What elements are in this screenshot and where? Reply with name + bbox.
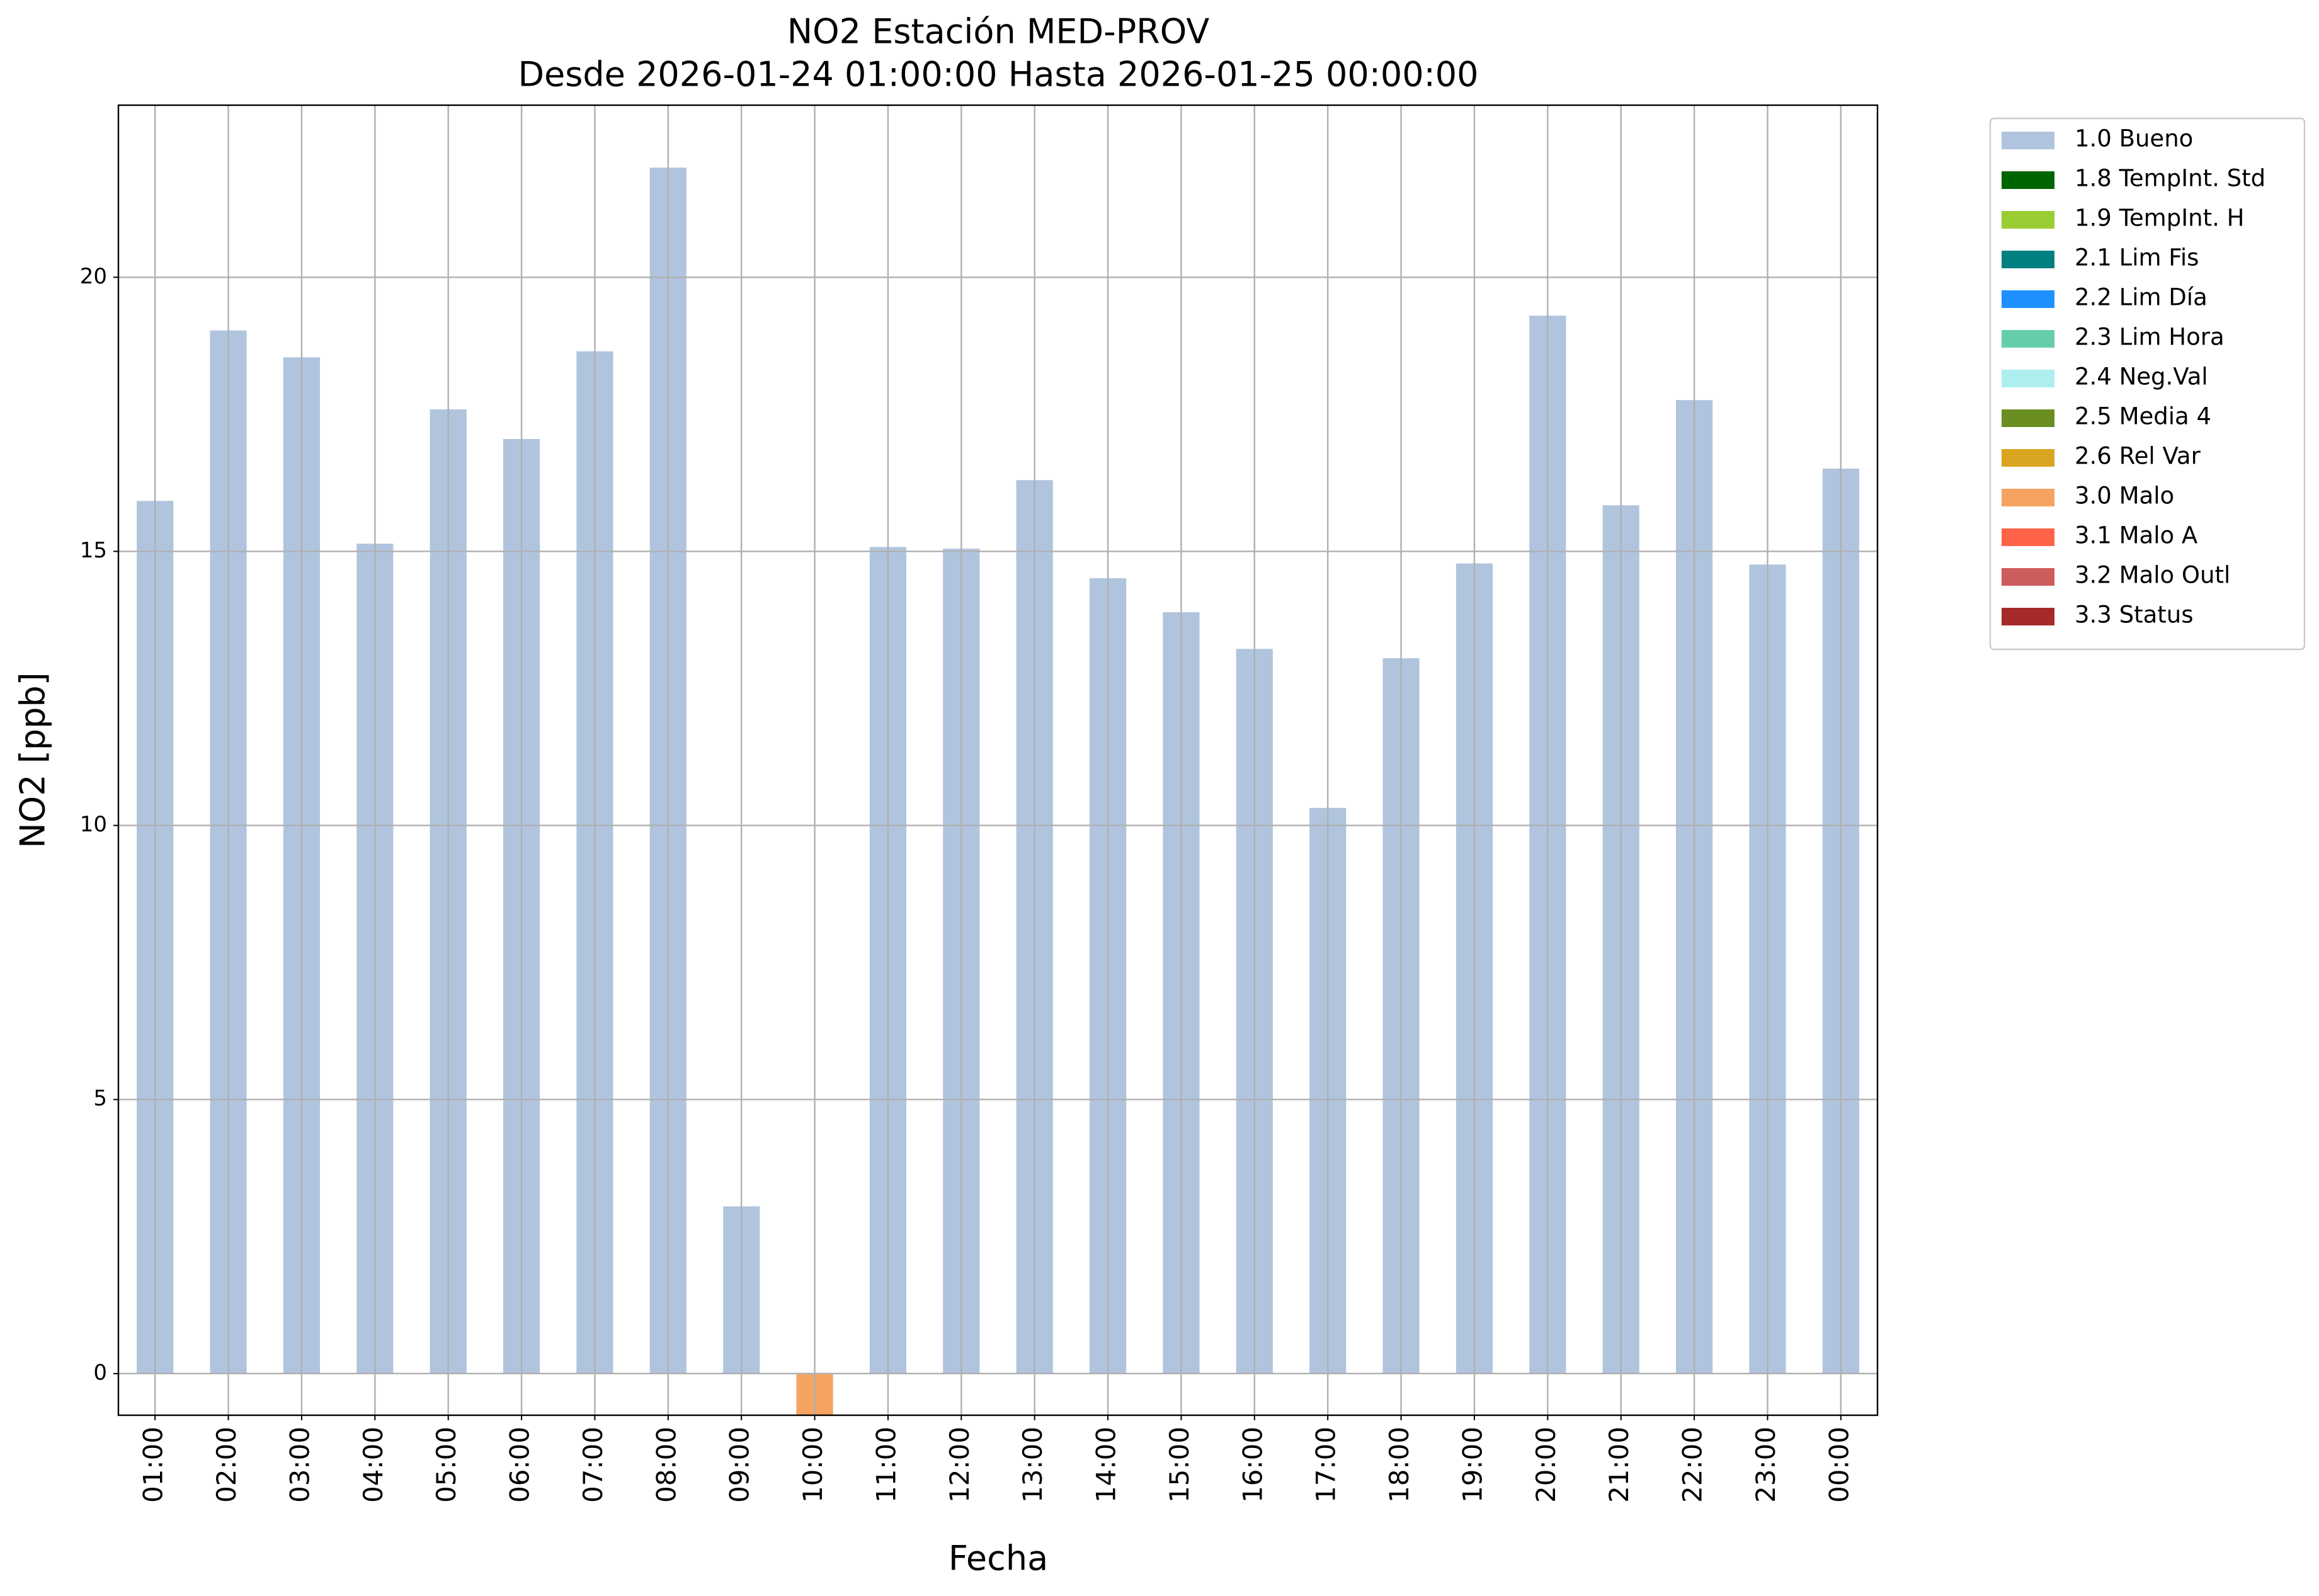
x-tick-label: 22:00 — [1677, 1427, 1708, 1503]
x-tick-label: 03:00 — [284, 1427, 315, 1503]
x-tick-label: 07:00 — [578, 1427, 608, 1503]
x-axis-label: Fecha — [949, 1539, 1048, 1578]
legend-swatch — [2002, 409, 2054, 427]
chart-subtitle: Desde 2026-01-24 01:00:00 Hasta 2026-01-… — [518, 55, 1478, 94]
legend-label: 2.3 Lim Hora — [2075, 324, 2225, 351]
y-tick-label: 15 — [80, 538, 107, 563]
legend-swatch — [2002, 489, 2054, 506]
legend-label: 3.2 Malo Outl — [2075, 562, 2230, 589]
y-axis-label: NO2 [ppb] — [13, 672, 53, 848]
legend-label: 2.4 Neg.Val — [2075, 363, 2208, 390]
legend-label: 2.5 Media 4 — [2075, 403, 2211, 430]
legend-swatch — [2002, 132, 2054, 149]
legend-label: 3.0 Malo — [2075, 482, 2174, 510]
legend-swatch — [2002, 449, 2054, 467]
legend-label: 3.1 Malo A — [2075, 522, 2197, 549]
x-tick-label: 21:00 — [1604, 1427, 1634, 1503]
chart-title: NO2 Estación MED-PROV — [787, 12, 1209, 52]
x-tick-label: 18:00 — [1384, 1427, 1415, 1503]
legend-swatch — [2002, 608, 2054, 625]
x-tick-label: 09:00 — [724, 1427, 755, 1503]
legend-label: 2.1 Lim Fis — [2075, 244, 2199, 271]
x-tick-label: 11:00 — [870, 1427, 901, 1503]
x-tick-label: 01:00 — [138, 1427, 169, 1503]
x-tick-label: 15:00 — [1164, 1427, 1195, 1503]
y-tick-label: 10 — [80, 812, 107, 837]
legend-swatch — [2002, 330, 2054, 348]
x-tick-label: 16:00 — [1237, 1427, 1268, 1503]
legend-swatch — [2002, 370, 2054, 387]
legend-swatch — [2002, 528, 2054, 546]
legend-swatch — [2002, 568, 2054, 586]
x-tick-label: 08:00 — [651, 1427, 681, 1503]
x-tick-label: 17:00 — [1311, 1427, 1342, 1503]
x-tick-label: 19:00 — [1457, 1427, 1488, 1503]
legend-label: 2.2 Lim Día — [2075, 284, 2208, 311]
x-tick-label: 05:00 — [431, 1427, 462, 1503]
legend-swatch — [2002, 171, 2054, 189]
legend-swatch — [2002, 251, 2054, 268]
x-tick-label: 13:00 — [1017, 1427, 1048, 1503]
x-tick-label: 14:00 — [1091, 1427, 1122, 1503]
legend-label: 2.6 Rel Var — [2075, 443, 2201, 470]
y-tick-label: 0 — [93, 1360, 107, 1385]
y-tick-label: 20 — [80, 264, 107, 289]
x-tick-label: 04:00 — [358, 1427, 389, 1503]
x-tick-label: 10:00 — [797, 1427, 828, 1503]
y-tick-label: 5 — [93, 1086, 107, 1111]
x-tick-label: 23:00 — [1750, 1427, 1781, 1503]
legend-swatch — [2002, 211, 2054, 229]
legend-swatch — [2002, 290, 2054, 308]
x-tick-label: 06:00 — [504, 1427, 535, 1503]
plot-frame — [117, 104, 1879, 1416]
x-tick-label: 20:00 — [1530, 1427, 1561, 1503]
legend-box — [1989, 117, 2306, 651]
legend-label: 1.8 TempInt. Std — [2075, 165, 2265, 192]
x-tick-label: 02:00 — [211, 1427, 242, 1503]
legend-label: 1.0 Bueno — [2075, 125, 2193, 152]
x-tick-label: 12:00 — [944, 1427, 975, 1503]
x-tick-label: 00:00 — [1823, 1427, 1854, 1503]
legend-label: 1.9 TempInt. H — [2075, 205, 2244, 232]
legend-label: 3.3 Status — [2075, 601, 2194, 629]
